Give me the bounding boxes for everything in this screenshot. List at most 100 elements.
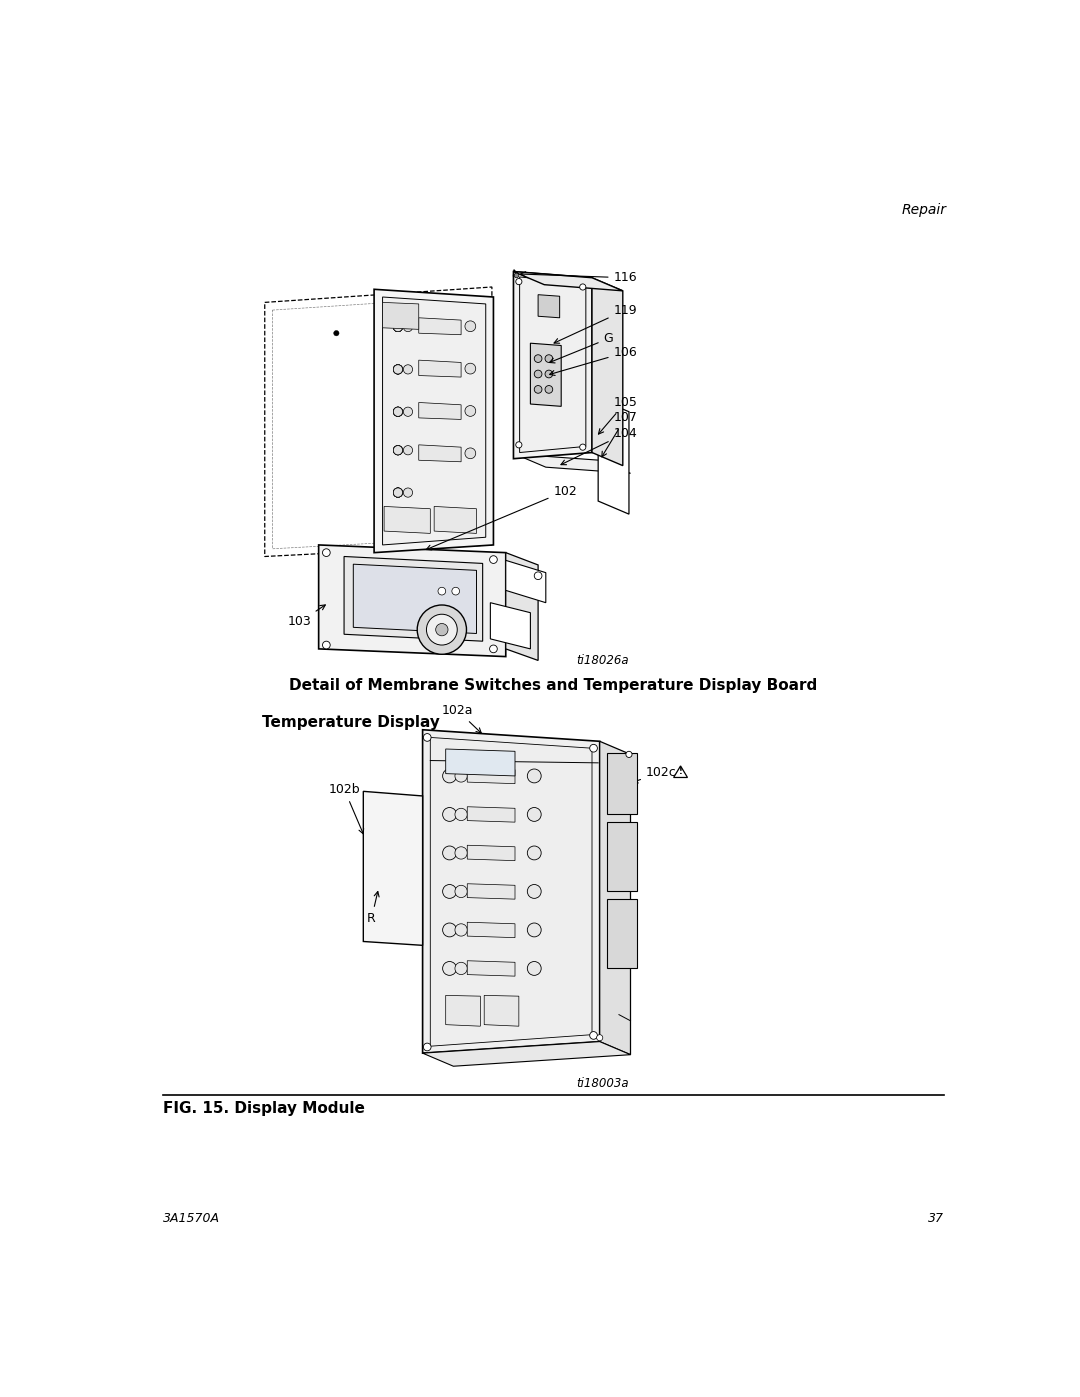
Circle shape [334, 331, 339, 335]
Circle shape [443, 768, 457, 782]
Circle shape [455, 963, 468, 975]
Polygon shape [484, 996, 518, 1027]
Circle shape [590, 745, 597, 752]
Circle shape [403, 365, 413, 374]
Circle shape [393, 407, 403, 416]
Polygon shape [468, 961, 515, 977]
Circle shape [393, 407, 403, 416]
Circle shape [443, 807, 457, 821]
Polygon shape [419, 360, 461, 377]
Text: 102c: 102c [633, 766, 677, 782]
Circle shape [514, 274, 518, 278]
Circle shape [393, 488, 403, 497]
Circle shape [590, 1031, 597, 1039]
Circle shape [403, 488, 413, 497]
Circle shape [393, 407, 403, 416]
Text: 3A1570A: 3A1570A [163, 1213, 220, 1225]
Text: 103: 103 [288, 605, 325, 629]
Circle shape [393, 365, 403, 374]
Polygon shape [382, 298, 486, 545]
Polygon shape [519, 277, 585, 453]
Circle shape [465, 405, 475, 416]
Polygon shape [419, 444, 461, 462]
Polygon shape [446, 749, 515, 775]
Text: 37: 37 [928, 1213, 944, 1225]
Circle shape [393, 365, 403, 374]
Circle shape [545, 386, 553, 393]
Polygon shape [422, 729, 599, 1053]
Circle shape [455, 847, 468, 859]
Polygon shape [468, 845, 515, 861]
Text: ti18026a: ti18026a [577, 654, 630, 666]
Circle shape [545, 355, 553, 362]
Circle shape [580, 444, 585, 450]
Circle shape [535, 571, 542, 580]
Circle shape [535, 386, 542, 393]
Circle shape [455, 809, 468, 820]
Polygon shape [674, 766, 688, 778]
Circle shape [323, 549, 330, 556]
Polygon shape [374, 289, 494, 553]
Polygon shape [265, 286, 491, 556]
Circle shape [323, 641, 330, 648]
Circle shape [427, 615, 457, 645]
Polygon shape [382, 302, 419, 330]
Circle shape [455, 770, 468, 782]
Circle shape [403, 407, 413, 416]
Polygon shape [434, 507, 476, 534]
Polygon shape [384, 507, 430, 534]
Circle shape [580, 284, 585, 291]
Circle shape [393, 323, 403, 331]
Text: 102b: 102b [328, 784, 364, 834]
Circle shape [451, 587, 460, 595]
Circle shape [393, 446, 403, 455]
Polygon shape [363, 791, 422, 946]
Polygon shape [422, 1042, 631, 1066]
Circle shape [393, 365, 403, 374]
Circle shape [626, 752, 632, 757]
Text: 104: 104 [561, 427, 637, 465]
Circle shape [535, 370, 542, 377]
Circle shape [393, 365, 403, 374]
Circle shape [403, 446, 413, 455]
Circle shape [443, 884, 457, 898]
Circle shape [393, 323, 403, 331]
Polygon shape [592, 278, 623, 465]
Text: R: R [367, 891, 379, 925]
Circle shape [403, 323, 413, 331]
Circle shape [527, 923, 541, 937]
Polygon shape [490, 602, 530, 648]
Circle shape [443, 961, 457, 975]
Circle shape [393, 407, 403, 416]
Text: Detail of Membrane Switches and Temperature Display Board: Detail of Membrane Switches and Temperat… [289, 678, 818, 693]
Text: G: G [550, 332, 613, 363]
Polygon shape [430, 738, 592, 1046]
Polygon shape [419, 402, 461, 419]
Polygon shape [513, 271, 592, 458]
Circle shape [423, 733, 431, 742]
Circle shape [393, 323, 403, 331]
Polygon shape [607, 753, 636, 814]
Circle shape [527, 884, 541, 898]
Text: FIG. 15. Display Module: FIG. 15. Display Module [163, 1101, 365, 1116]
Circle shape [393, 365, 403, 374]
Circle shape [527, 961, 541, 975]
Polygon shape [468, 922, 515, 937]
Polygon shape [446, 996, 481, 1027]
Polygon shape [353, 564, 476, 633]
Circle shape [527, 768, 541, 782]
Circle shape [393, 446, 403, 455]
Polygon shape [505, 560, 545, 602]
Polygon shape [272, 296, 484, 549]
Text: !: ! [678, 767, 683, 777]
Text: 102: 102 [427, 485, 577, 550]
Circle shape [443, 923, 457, 937]
Polygon shape [345, 556, 483, 641]
Circle shape [527, 847, 541, 861]
Circle shape [489, 556, 497, 563]
Polygon shape [468, 806, 515, 823]
Circle shape [393, 446, 403, 455]
Text: ti18003a: ti18003a [577, 1077, 630, 1091]
Text: 116: 116 [521, 271, 637, 284]
Polygon shape [419, 317, 461, 335]
